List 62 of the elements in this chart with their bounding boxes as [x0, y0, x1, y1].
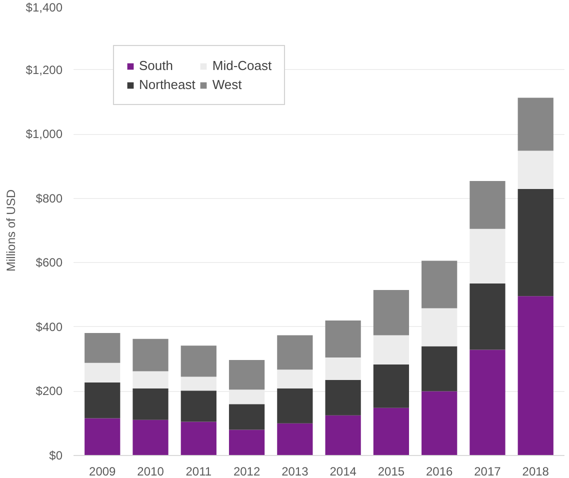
x-tick-label: 2011: [186, 464, 212, 478]
x-tick-label: 2016: [426, 464, 454, 478]
bar: [422, 260, 458, 308]
bar: [422, 391, 458, 456]
bar: [422, 346, 458, 392]
x-tick-label: 2018: [522, 464, 550, 478]
bar: [518, 150, 554, 190]
legend-label: Mid-Coast: [212, 58, 272, 73]
y-axis-title: Millions of USD: [4, 189, 18, 272]
bar: [132, 371, 168, 388]
bar: [84, 382, 120, 418]
bar: [373, 364, 410, 408]
y-tick-label: $800: [36, 191, 63, 206]
bar: [277, 388, 313, 424]
legend-label: Northeast: [139, 77, 196, 92]
bar: [132, 338, 168, 372]
y-tick-label: $600: [36, 256, 63, 270]
bar: [373, 335, 410, 365]
y-tick-label: $200: [36, 384, 63, 398]
bar: [277, 423, 313, 456]
bar: [325, 380, 361, 416]
y-tick-label: $1,200: [26, 62, 63, 77]
x-tick-label: 2010: [137, 464, 164, 478]
bar: [518, 296, 554, 456]
bar: [132, 420, 168, 456]
bar: [470, 181, 506, 229]
y-tick-label: $400: [36, 320, 63, 334]
bar: [84, 333, 120, 363]
bar: [277, 370, 313, 388]
x-tick-label: 2012: [233, 464, 260, 478]
bar: [228, 430, 265, 456]
bar: [84, 418, 120, 456]
bar: [132, 388, 168, 420]
bar: [228, 360, 265, 390]
y-tick-label: $1,400: [26, 0, 63, 14]
x-tick-label: 2014: [330, 464, 357, 478]
bar: [518, 189, 554, 296]
bar: [470, 350, 506, 456]
bar: [180, 422, 216, 456]
x-tick-label: 2015: [378, 464, 405, 478]
bar: [180, 390, 216, 422]
bar: [228, 404, 265, 430]
bar: [180, 346, 216, 377]
bar: [325, 415, 361, 456]
y-tick-label: $1,000: [26, 127, 63, 142]
legend-label: South: [139, 58, 173, 73]
x-tick-label: 2017: [474, 464, 502, 478]
y-tick-label: $0: [49, 448, 63, 462]
bar: [277, 335, 313, 370]
bar: [518, 98, 554, 151]
x-tick-label: 2009: [89, 464, 116, 478]
bar: [84, 362, 120, 383]
bar: [422, 308, 458, 346]
legend-label: West: [212, 77, 242, 92]
bar: [373, 290, 410, 336]
bar: [470, 284, 506, 350]
x-tick-label: 2013: [282, 464, 309, 478]
bar: [325, 357, 361, 380]
bar: [470, 228, 506, 284]
bar: [180, 376, 216, 391]
bar: [325, 320, 361, 358]
bar: [373, 408, 410, 456]
